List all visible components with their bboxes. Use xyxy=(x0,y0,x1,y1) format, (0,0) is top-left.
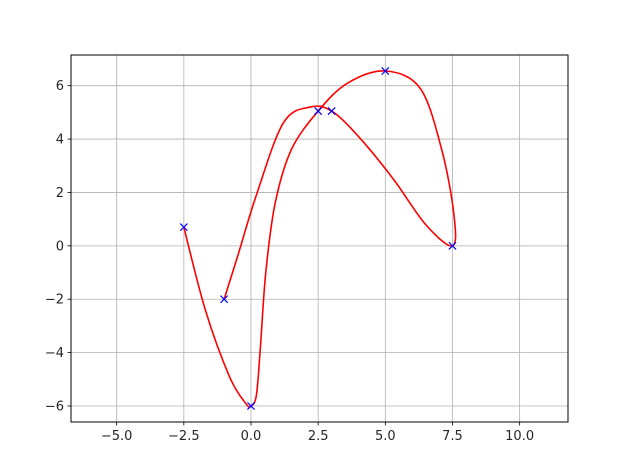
y-tick-label: 2 xyxy=(56,186,64,201)
plot-area xyxy=(70,54,569,423)
x-tick-label: 5.0 xyxy=(375,429,396,444)
y-tick-label: −2 xyxy=(45,293,64,308)
y-tick-label: −4 xyxy=(45,346,64,361)
data-point-marker xyxy=(179,223,188,232)
data-point-marker xyxy=(246,401,256,411)
data-point-marker xyxy=(381,66,390,76)
marker-layer xyxy=(179,66,457,411)
y-tick-label: −6 xyxy=(45,399,64,414)
marker-stroke xyxy=(381,66,390,76)
marker-stroke xyxy=(314,107,323,116)
axes-frame xyxy=(70,54,569,423)
marker-stroke xyxy=(246,401,256,411)
x-tick-label: 2.5 xyxy=(308,429,329,444)
data-point-marker xyxy=(448,241,457,250)
y-tick-label: 0 xyxy=(56,239,64,254)
x-axis: −5.0 −2.5 0.0 2.5 5.0 7.5 10.0 xyxy=(101,422,534,444)
marker-stroke xyxy=(179,223,188,232)
data-point-marker xyxy=(220,295,229,304)
marker-stroke xyxy=(220,295,229,304)
marker-stroke xyxy=(448,241,457,250)
data-point-marker xyxy=(314,107,323,116)
y-axis: −6 −4 −2 0 2 4 6 xyxy=(45,79,71,414)
marker-stroke xyxy=(327,107,336,116)
x-tick-label: −2.5 xyxy=(168,429,200,444)
y-tick-label: 4 xyxy=(56,133,64,148)
grid-layer xyxy=(71,55,568,422)
x-tick-label: −5.0 xyxy=(101,429,133,444)
x-tick-label: 7.5 xyxy=(442,429,463,444)
y-tick-label: 6 xyxy=(56,79,64,94)
data-point-marker xyxy=(327,107,336,116)
x-tick-label: 10.0 xyxy=(505,429,534,444)
x-tick-label: 0.0 xyxy=(241,429,262,444)
